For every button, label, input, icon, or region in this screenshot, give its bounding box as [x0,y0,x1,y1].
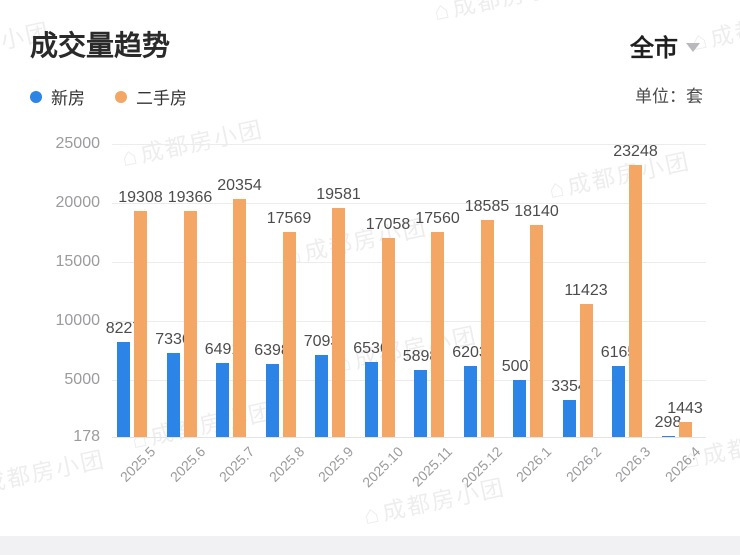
gridline [112,203,706,204]
bar-新房-2026.1[interactable] [513,380,526,437]
bar-新房-2026.2[interactable] [562,399,576,437]
x-axis-label: 2025.12 [458,443,506,491]
x-axis-line [112,437,706,438]
y-axis-label: 20000 [55,194,101,211]
chart-legend: 新房 二手房 [30,84,187,109]
y-axis-label: 25000 [55,135,101,152]
x-axis-label: 2026.4 [661,443,704,485]
x-axis-label: 2026.2 [562,443,605,485]
y-axis-label: 15000 [55,253,101,270]
bar-value-label: 8227 [105,320,142,337]
y-axis-label: 10000 [55,312,101,330]
x-axis-label: 2025.7 [216,443,258,485]
bar-value-label: 7093 [303,333,340,351]
bar-value-label: 6203 [452,343,488,361]
bar-新房-2025.10[interactable] [364,361,378,437]
bar-二手房-2026.1[interactable] [530,225,543,437]
bar-新房-2025.7[interactable] [216,362,229,437]
bar-新房-2025.11[interactable] [414,369,427,437]
bar-value-label: 5007 [501,358,538,375]
bar-二手房-2025.5[interactable] [134,211,147,437]
bar-二手房-2025.10[interactable] [381,237,395,437]
x-axis-label: 2025.6 [166,443,209,485]
bar-value-label: 17058 [365,215,411,233]
bar-二手房-2026.4[interactable] [678,422,692,437]
bar-value-label: 7336 [155,330,191,348]
gridline [112,262,706,263]
x-axis-label: 2026.1 [513,443,555,485]
bar-value-label: 1443 [667,400,703,418]
bar-value-label: 20354 [217,176,262,194]
x-axis-label: 2026.3 [612,443,654,485]
bar-value-label: 6491 [204,340,241,358]
bar-二手房-2025.6[interactable] [183,210,197,437]
bar-新房-2025.8[interactable] [265,363,279,437]
region-selector[interactable]: 全市 [630,28,700,63]
x-axis-label: 2025.10 [359,443,407,491]
bar-新房-2026.4[interactable] [661,435,675,437]
y-axis-label: 5000 [64,371,100,389]
bar-二手房-2025.7[interactable] [233,198,246,437]
gridline [112,144,706,145]
legend-label-new-homes: 新房 [51,89,85,108]
legend-item-new-homes[interactable]: 新房 [30,84,85,109]
bar-二手房-2026.2[interactable] [579,304,593,437]
legend-dot-secondhand-homes [115,90,127,103]
bar-新房-2025.5[interactable] [117,342,130,437]
legend-label-secondhand-homes: 二手房 [136,89,187,108]
bar-value-label: 23248 [613,142,658,160]
x-axis-label: 2025.5 [117,443,159,485]
bar-value-label: 18140 [514,203,559,220]
bar-value-label: 6536 [353,339,389,357]
x-axis-label: 2025.11 [409,443,456,490]
unit-label: 单位：套 [635,87,703,106]
bar-value-label: 17569 [266,209,312,227]
bar-新房-2025.12[interactable] [463,365,477,437]
bar-二手房-2025.12[interactable] [480,219,494,437]
bar-value-label: 6165 [600,344,637,362]
bar-二手房-2025.11[interactable] [431,231,444,437]
gridline [112,380,706,382]
page-title: 成交量趋势 [30,30,171,61]
chevron-down-icon [686,43,700,52]
bar-新房-2026.3[interactable] [612,366,625,437]
bar-value-label: 19308 [118,189,163,207]
bar-value-label: 6398 [254,341,290,359]
bar-value-label: 298 [654,413,682,431]
legend-item-secondhand-homes[interactable]: 二手房 [115,84,187,109]
y-axis-label: 178 [73,428,100,445]
region-selector-label: 全市 [630,35,678,62]
bar-value-label: 3354 [551,377,587,395]
bar-二手房-2025.8[interactable] [282,231,296,437]
bar-新房-2025.9[interactable] [315,355,328,437]
bar-value-label: 11423 [564,282,608,300]
legend-dot-new-homes [30,90,42,103]
gridline [112,321,706,323]
bar-value-label: 17560 [415,209,460,227]
x-axis-label: 2025.9 [315,443,357,485]
bar-value-label: 5898 [402,347,439,365]
bar-二手房-2025.9[interactable] [332,208,345,437]
bar-二手房-2026.3[interactable] [629,164,642,437]
bar-新房-2025.6[interactable] [166,352,180,437]
bar-value-label: 18585 [464,197,510,215]
x-axis-label: 2025.8 [265,443,308,485]
bar-value-label: 19366 [167,188,213,206]
bottom-strip [0,536,740,555]
bar-value-label: 19581 [316,186,361,203]
